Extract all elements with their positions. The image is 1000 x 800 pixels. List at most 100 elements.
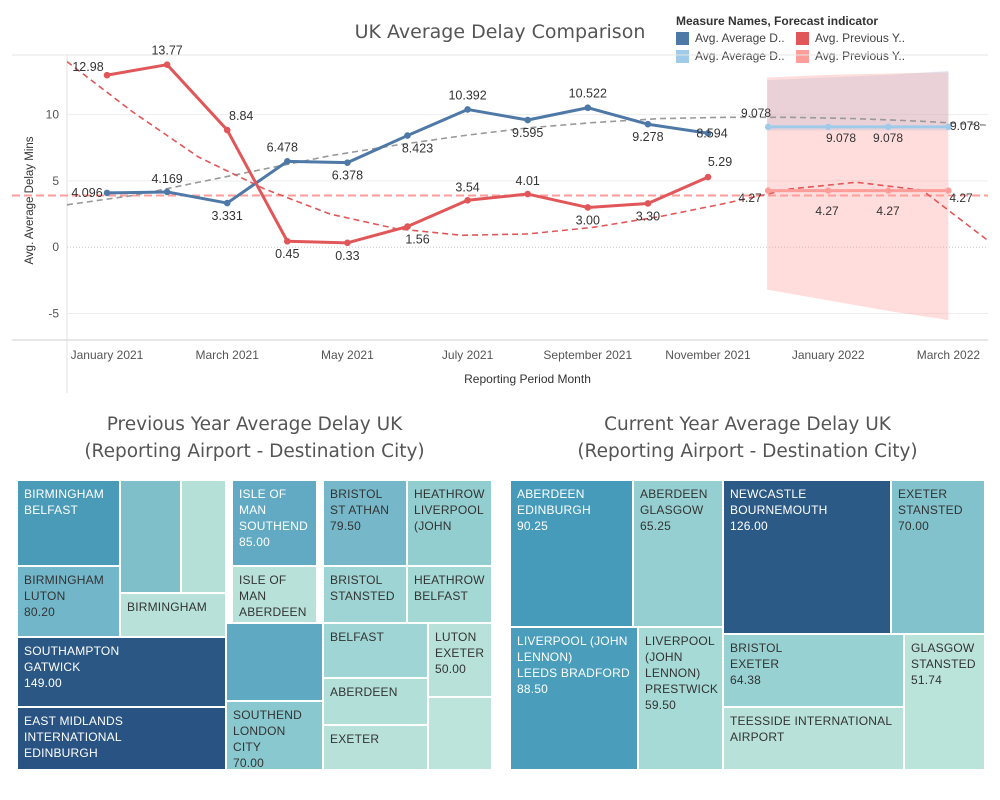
legend-item-current-forecast[interactable]: Avg. Average D.. (676, 49, 796, 63)
legend-item-current[interactable]: Avg. Average D.. (676, 31, 796, 45)
x-tick-label: March 2021 (196, 348, 260, 362)
legend-item-previous[interactable]: Avg. Previous Y.. (796, 31, 916, 45)
treemap-current-tile[interactable]: LIVERPOOL (JOHN LENNON) PRESTWICK 59.50 (638, 627, 723, 770)
treemap-previous-tile[interactable]: ISLE OF MAN SOUTHEND 85.00 (232, 480, 317, 566)
treemap-current: ABERDEEN EDINBURGH 90.25 ABERDEEN GLASGOW 65.… (510, 480, 985, 770)
treemap-current-tile[interactable]: BRISTOL EXETER 64.38 (723, 634, 904, 707)
tile-label: EDINBURGH (24, 746, 98, 760)
treemap-previous-tile[interactable]: HEATHROW LIVERPOOL (JOHN (407, 480, 492, 566)
tile-label: BELFAST (24, 503, 79, 517)
treemap-current-title-block: Current Year Average Delay UK (Reporting… (510, 411, 985, 465)
trend-line (67, 60, 988, 242)
data-point (524, 190, 531, 198)
data-label: 8.84 (229, 109, 253, 123)
tile-label: ABERDEEN (330, 685, 398, 699)
treemap-previous-tile[interactable]: BIRMINGHAM (120, 593, 226, 637)
x-tick-label: January 2022 (792, 348, 865, 362)
tile-label: 149.00 (24, 676, 62, 690)
data-point (704, 129, 712, 137)
data-point (163, 61, 171, 68)
trend-line (67, 116, 988, 206)
data-point (644, 200, 652, 207)
forecast-point (825, 187, 832, 194)
tile-label: SOUTHAMPTON (24, 644, 120, 658)
tile-label: (JOHN (645, 650, 683, 664)
treemap-previous-tile[interactable]: BELFAST (323, 623, 428, 678)
tile-label: LUTON (435, 630, 477, 644)
treemap-previous-title: Previous Year Average Delay UK (106, 414, 403, 435)
data-point (163, 188, 171, 196)
treemap-previous: BIRMINGHAM BELFAST BIRMINGHAM LUTON 80.20 BIR… (17, 480, 492, 770)
tile-label: BRISTOL (330, 487, 383, 501)
treemap-current-tile[interactable]: LIVERPOOL (JOHN LENNON) LEEDS BRADFORD 88.5… (510, 627, 638, 770)
treemap-previous-tile[interactable]: BRISTOL ST ATHAN 79.50 (323, 480, 407, 566)
y-tick-label: 5 (52, 174, 59, 188)
data-label: 10.392 (448, 88, 486, 102)
treemap-current-title: Current Year Average Delay UK (604, 414, 891, 435)
legend[interactable]: Measure Names, Forecast indicator Avg. A… (676, 14, 916, 63)
line-chart-title: UK Average Delay Comparison (354, 21, 646, 43)
forecast-data-label: 4.27 (815, 204, 839, 218)
forecast-point (885, 187, 892, 194)
forecast-point (945, 187, 952, 194)
treemap-previous-tile[interactable]: EAST MIDLANDS INTERNATIONAL EDINBURGH (17, 707, 226, 770)
forecast-point (764, 123, 772, 131)
treemap-previous-tile[interactable]: ISLE OF MAN ABERDEEN (232, 566, 317, 623)
data-label: 3.00 (576, 213, 600, 227)
data-point (103, 189, 111, 197)
treemap-previous-tile[interactable] (181, 480, 226, 593)
treemap-previous-tile[interactable]: BRISTOL STANSTED (323, 566, 407, 623)
treemap-previous-tile[interactable]: ABERDEEN (323, 678, 428, 725)
treemap-current-subtitle: (Reporting Airport - Destination City) (577, 441, 918, 462)
forecast-data-label: 4.27 (738, 191, 762, 205)
data-point (404, 223, 411, 230)
tile-label: BRISTOL (730, 641, 783, 655)
treemap-previous-tile[interactable]: HEATHROW BELFAST (407, 566, 492, 623)
treemap-current-tile[interactable]: NEWCASTLE BOURNEMOUTH 126.00 (723, 480, 891, 634)
treemap-previous-tile[interactable]: EXETER (323, 725, 428, 770)
treemap-previous-tile[interactable] (226, 623, 323, 701)
tile-label: STANSTED (898, 503, 963, 517)
treemap-previous-subtitle: (Reporting Airport - Destination City) (84, 441, 425, 462)
treemap-current-tile[interactable]: TEESSIDE INTERNATIONAL AIRPORT (723, 707, 904, 770)
tile-label: BOURNEMOUTH (730, 503, 828, 517)
treemap-previous-tile[interactable] (428, 697, 492, 770)
treemap-previous-tile[interactable] (120, 480, 181, 593)
data-point (524, 116, 531, 124)
treemap-current-tile[interactable]: EXETER STANSTED 70.00 (891, 480, 985, 634)
tile-label: BIRMINGHAM (24, 487, 104, 501)
tile-label: ISLE OF MAN (239, 573, 290, 603)
forecast-data-label: 9.078 (950, 119, 980, 133)
tile-label: BELFAST (330, 630, 385, 644)
treemap-previous-tile[interactable]: BIRMINGHAM BELFAST (17, 480, 120, 566)
data-label: 9.595 (512, 126, 543, 140)
data-point (464, 106, 471, 113)
tile-label: 65.25 (640, 519, 672, 533)
tile-label: 59.50 (645, 698, 677, 712)
treemap-previous-tile[interactable]: SOUTHAMPTON GATWICK 149.00 (17, 637, 226, 707)
treemap-previous-tile[interactable]: SOUTHEND LONDON CITY 70.00 (226, 701, 323, 770)
forecast-band (767, 70, 949, 131)
treemap-previous-tile[interactable]: LUTON EXETER 50.00 (428, 623, 492, 697)
forecast-data-label: 9.078 (741, 106, 771, 120)
tile-label: EXETER (898, 487, 948, 501)
legend-title: Measure Names, Forecast indicator (676, 14, 879, 28)
tile-label: SOUTHEND (239, 519, 308, 533)
legend-label: Avg. Average D.. (695, 49, 785, 63)
data-label: 4.01 (516, 174, 540, 188)
data-label: 0.33 (335, 249, 359, 263)
treemap-current-tile[interactable]: ABERDEEN EDINBURGH 90.25 (510, 480, 633, 627)
data-point (284, 158, 291, 165)
tile-label: BELFAST (414, 589, 469, 603)
legend-item-previous-forecast[interactable]: Avg. Previous Y.. (796, 49, 916, 63)
tile-label: ABERDEEN (517, 487, 585, 501)
treemap-current-tile[interactable]: GLASGOW STANSTED 51.74 (904, 634, 985, 770)
treemap-previous-tile[interactable]: BIRMINGHAM LUTON 80.20 (17, 566, 120, 637)
tile-label: LUTON (24, 589, 66, 603)
tile-label: NEWCASTLE (730, 487, 807, 501)
legend-swatch (676, 49, 689, 63)
legend-swatch (796, 31, 809, 45)
tile-label: AIRPORT (730, 730, 785, 744)
tile-label: EAST MIDLANDS INTERNATIONAL (24, 714, 127, 744)
treemap-current-tile[interactable]: ABERDEEN GLASGOW 65.25 (633, 480, 723, 627)
